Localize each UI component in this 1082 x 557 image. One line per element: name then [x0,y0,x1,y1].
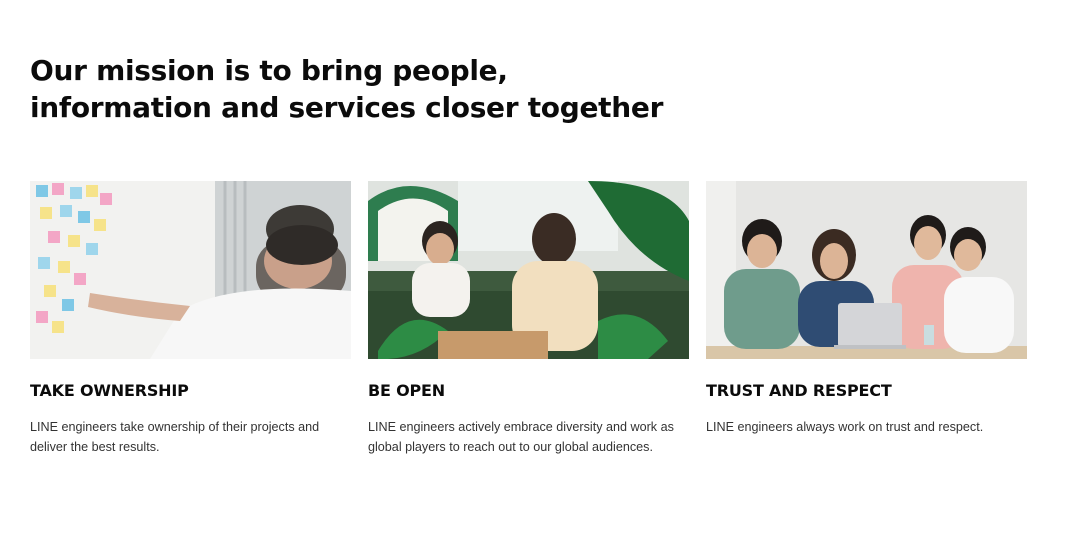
value-card-take-ownership: TAKE OWNERSHIP LINE engineers take owner… [30,181,351,457]
mission-headline: Our mission is to bring people, informat… [30,52,730,126]
mission-line-2: information and services closer together [30,91,664,124]
value-description: LINE engineers take ownership of their p… [30,420,320,454]
value-card-be-open: BE OPEN LINE engineers actively embrace … [368,181,689,457]
value-description: LINE engineers actively embrace diversit… [368,420,674,454]
mission-line-1: Our mission is to bring people, [30,54,508,87]
value-title: TAKE OWNERSHIP [30,381,189,400]
value-title: TRUST AND RESPECT [706,381,892,400]
photo-team-table [706,181,1027,359]
photo-lounge-meeting [368,181,689,359]
photo-sticky-notes-wall [30,181,351,359]
value-description: LINE engineers always work on trust and … [706,420,984,434]
value-title: BE OPEN [368,381,445,400]
value-card-trust-and-respect: TRUST AND RESPECT LINE engineers always … [706,181,1027,437]
